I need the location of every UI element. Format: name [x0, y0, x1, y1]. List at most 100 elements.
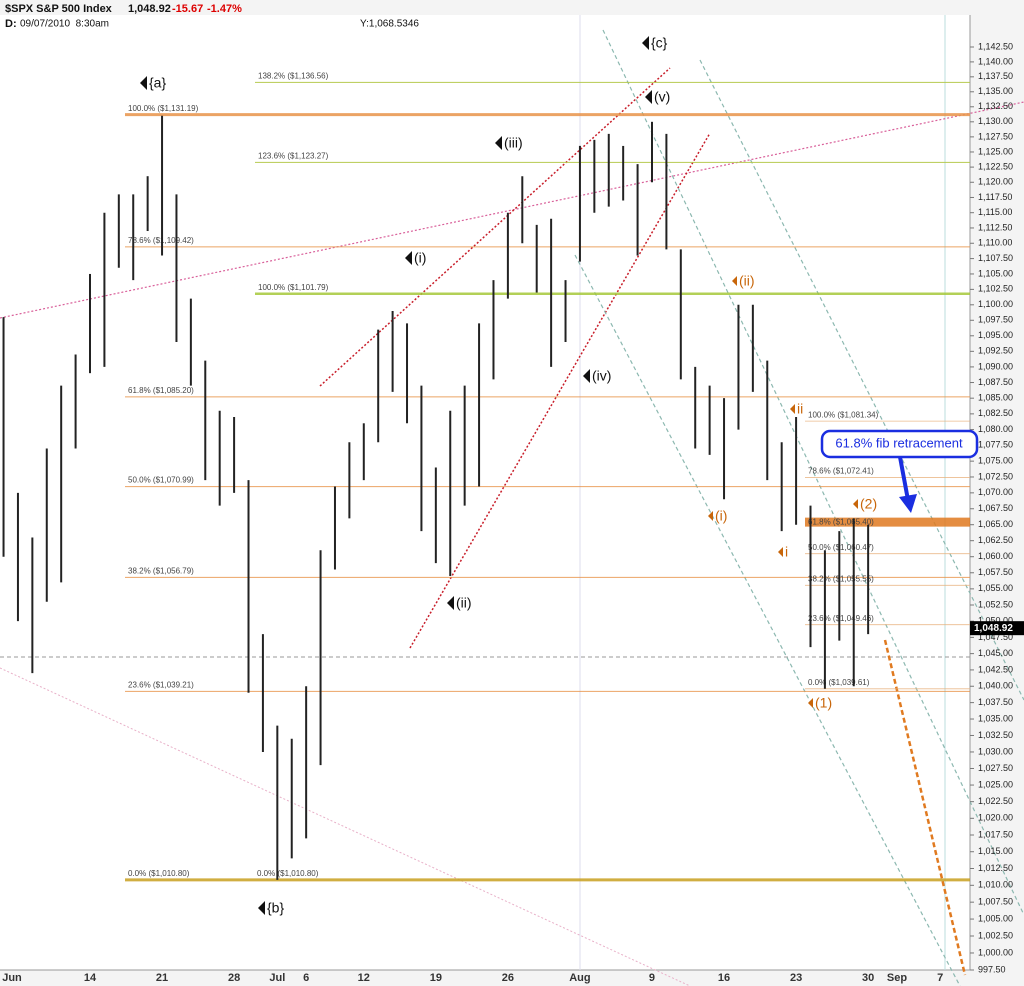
y-tick-label: 1,017.50: [978, 829, 1013, 839]
channel-line: [602, 29, 1024, 916]
y-tick-label: 1,137.50: [978, 71, 1013, 81]
wave-marker: [405, 251, 412, 265]
fib-label: 38.2% ($1,056.79): [128, 566, 194, 575]
x-tick-label: 9: [649, 972, 655, 984]
wave-label: {b}: [267, 900, 284, 916]
wave-label: (i): [715, 508, 727, 524]
fib-label: 100.0% ($1,081.34): [808, 410, 879, 419]
x-tick-label: 23: [790, 972, 802, 984]
y-tick-label: 1,112.50: [978, 222, 1012, 232]
wave-marker: [708, 511, 713, 521]
wave-label: (i): [414, 250, 426, 266]
wave-label: {a}: [149, 75, 166, 91]
callout-arrow: [898, 456, 910, 501]
fib-label: 138.2% ($1,136.56): [258, 72, 329, 81]
symbol: $SPX S&P 500 Index: [5, 3, 113, 15]
y-tick-label: 1,005.00: [978, 913, 1013, 923]
y-tick-label: 1,122.50: [978, 161, 1013, 171]
x-tick-label: 6: [303, 972, 309, 984]
y-tick-label: 1,090.00: [978, 361, 1013, 371]
fib-label: 0.0% ($1,039.61): [808, 678, 870, 687]
wave-label: (iv): [592, 368, 611, 384]
y-tick-label: 1,012.50: [978, 863, 1013, 873]
y-tick-label: 1,027.50: [978, 763, 1013, 773]
wave-marker: [447, 596, 454, 610]
y-tick-label: 1,037.50: [978, 697, 1013, 707]
last-price: 1,048.92: [128, 3, 171, 15]
fib-label: 23.6% ($1,039.21): [128, 681, 194, 690]
callout-box: [820, 429, 979, 459]
y-tick-label: 1,140.00: [978, 56, 1013, 66]
callout-arrowhead: [899, 494, 917, 513]
y-tick-label: 1,127.50: [978, 131, 1013, 141]
trend-line: [0, 667, 691, 986]
wave-marker: [258, 901, 265, 915]
fib-label: 78.6% ($1,072.41): [808, 467, 874, 476]
y-tick-label: 1,007.50: [978, 897, 1013, 907]
fib-label: 123.6% ($1,123.27): [258, 152, 329, 161]
y-tick-label: 1,040.00: [978, 681, 1013, 691]
wave-marker: [808, 698, 813, 708]
y-tick-label: 1,110.00: [978, 238, 1012, 248]
y-tick-label: 1,035.00: [978, 713, 1013, 723]
x-tick-label: 7: [937, 972, 943, 984]
y-tick-label: 1,080.00: [978, 424, 1013, 434]
plot-area: [0, 15, 970, 970]
y-tick-label: 1,047.50: [978, 632, 1013, 642]
y-tick-label: 1,092.50: [978, 346, 1013, 356]
wave-marker: [140, 76, 147, 90]
wave-marker: [778, 547, 783, 557]
y-tick-label: 1,042.50: [978, 664, 1013, 674]
y-tick-label: 1,100.00: [978, 299, 1013, 309]
y-tick-label: 1,115.00: [978, 207, 1012, 217]
y-tick-label: 1,120.00: [978, 177, 1013, 187]
x-tick-label: Aug: [569, 972, 590, 984]
trend-line: [0, 101, 1024, 319]
x-tick-label: 30: [862, 972, 874, 984]
wave-label: ii: [797, 401, 803, 417]
y-tick-label: 1,060.00: [978, 551, 1013, 561]
channel-line: [409, 132, 711, 649]
x-tick-label: Sep: [887, 972, 907, 984]
y-tick-label: 1,030.00: [978, 746, 1013, 756]
y-tick-label: 1,082.50: [978, 408, 1013, 418]
cursor-value: Y:1,068.5346: [360, 19, 419, 30]
x-tick-label: 16: [718, 972, 730, 984]
x-tick-label: 14: [84, 972, 97, 984]
y-tick-label: 1,022.50: [978, 796, 1013, 806]
wave-marker: [495, 136, 502, 150]
last-price-label: 1,048.92: [974, 623, 1013, 634]
y-tick-label: 1,025.00: [978, 779, 1013, 789]
y-tick-label: 1,107.50: [978, 253, 1013, 263]
wave-marker: [790, 404, 795, 414]
wave-marker: [853, 499, 858, 509]
y-tick-label: 1,015.00: [978, 846, 1013, 856]
y-tick-label: 1,132.50: [978, 101, 1013, 111]
x-tick-label: 26: [502, 972, 514, 984]
y-tick-label: 1,050.00: [978, 616, 1013, 626]
wave-label: (2): [860, 496, 877, 512]
y-tick-label: 1,067.50: [978, 503, 1013, 513]
date-label: D:: [5, 18, 17, 30]
wave-marker: [642, 36, 649, 50]
last-price-box: [970, 621, 1024, 636]
change: -15.67: [172, 3, 203, 15]
projection-line: [883, 639, 967, 976]
y-tick-label: 1,142.50: [978, 41, 1013, 51]
channel-line: [574, 254, 961, 986]
y-tick-label: 1,070.00: [978, 487, 1013, 497]
fib-label: 0.0% ($1,010.80): [128, 869, 190, 878]
y-tick-label: 1,045.00: [978, 648, 1013, 658]
y-tick-label: 1,002.50: [978, 930, 1013, 940]
x-tick-label: 21: [156, 972, 168, 984]
y-tick-label: 1,102.50: [978, 284, 1013, 294]
fib-label: 23.6% ($1,049.46): [808, 614, 874, 623]
wave-label: (ii): [456, 595, 472, 611]
wave-label: (iii): [504, 135, 523, 151]
wave-label: (v): [654, 89, 670, 105]
y-tick-label: 1,087.50: [978, 377, 1013, 387]
y-tick-label: 1,052.50: [978, 599, 1013, 609]
y-tick-label: 1,135.00: [978, 86, 1013, 96]
channel-line: [699, 59, 1024, 701]
